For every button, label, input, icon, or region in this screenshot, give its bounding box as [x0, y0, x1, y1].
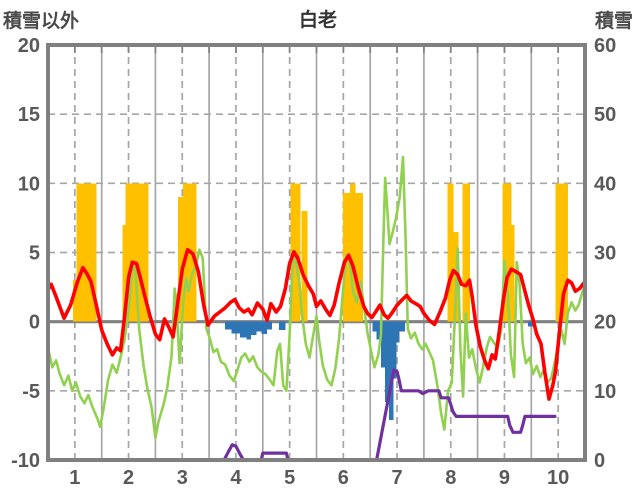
x-axis-tick-label: 6 — [338, 467, 349, 489]
x-axis-tick-label: 4 — [230, 467, 242, 489]
left-axis-tick-label: 0 — [29, 312, 40, 334]
x-axis-tick-label: 8 — [445, 467, 456, 489]
left-axis-tick-label: -5 — [22, 381, 40, 403]
right-axis-tick-label: 20 — [594, 312, 616, 334]
right-axis-tick-label: 40 — [594, 173, 616, 195]
left-axis-tick-label: 15 — [18, 104, 40, 126]
sunshine-bars-bar — [177, 197, 183, 322]
sunshine-bars-bar — [355, 193, 364, 322]
x-axis-tick-label: 7 — [391, 467, 402, 489]
precipitation-bars-bar — [396, 321, 400, 343]
precipitation-bars-bar — [250, 321, 257, 335]
x-axis-tick-label: 2 — [123, 467, 134, 489]
precipitation-bars-bar — [380, 321, 386, 368]
plot-border — [46, 43, 587, 462]
precipitation-bars-bar — [385, 321, 389, 402]
x-axis-tick-label: 1 — [69, 467, 80, 489]
sunshine-bars-bar — [349, 183, 356, 322]
sunshine-bars-bar — [447, 183, 454, 322]
sunshine-bars-bar — [502, 183, 512, 322]
precipitation-bars-bar — [528, 321, 534, 327]
precipitation-bars-bar — [231, 321, 241, 334]
chart-title: 白老 — [298, 10, 337, 31]
snow-depth-line — [46, 368, 557, 462]
precipitation-bars-bar — [225, 321, 232, 330]
precipitation-bars-bar — [240, 321, 247, 338]
right-axis-title: 積雪 — [594, 11, 633, 32]
x-axis-tick-label: 10 — [547, 467, 569, 489]
right-axis-tick-label: 50 — [594, 104, 616, 126]
left-axis-tick-label: 10 — [18, 173, 40, 195]
sunshine-bars-bar — [73, 280, 77, 322]
temperature-line — [46, 247, 587, 401]
precipitation-bars-bar — [267, 321, 272, 330]
left-axis-tick-label: 20 — [18, 35, 40, 57]
right-axis-tick-label: 30 — [594, 243, 616, 265]
precipitation-bars-bar — [256, 321, 262, 332]
left-axis-title: 積雪以外 — [3, 11, 80, 32]
left-axis-tick-label: -10 — [11, 450, 40, 472]
precipitation-bars-bar — [388, 321, 394, 420]
sunshine-bars-bar — [122, 224, 126, 322]
temperature-line-path — [46, 247, 587, 401]
precipitation-bars-bar — [278, 321, 286, 330]
precipitation-bars-bar — [246, 321, 251, 340]
sunshine-bars-bar — [462, 183, 471, 322]
left-axis-tick-label: 5 — [29, 243, 40, 265]
right-axis-tick-label: 60 — [594, 35, 616, 57]
precipitation-bars-bar — [372, 321, 377, 332]
precipitation-bars — [225, 321, 534, 420]
precipitation-bars-bar — [261, 321, 268, 335]
snow-depth-line-path — [46, 368, 557, 462]
x-axis-tick-label: 3 — [177, 467, 188, 489]
right-axis-tick-label: 10 — [594, 381, 616, 403]
precipitation-bars-bar — [399, 321, 406, 332]
x-axis-tick-label: 9 — [499, 467, 510, 489]
sunshine-bars-bar — [76, 183, 97, 322]
precipitation-bars-bar — [393, 321, 397, 379]
sunshine-bars-bar — [511, 224, 515, 322]
sunshine-bars-bar — [301, 211, 308, 322]
precipitation-bars-bar — [376, 321, 381, 340]
x-axis-tick-label: 5 — [284, 467, 295, 489]
right-axis-tick-label: 0 — [594, 450, 605, 472]
